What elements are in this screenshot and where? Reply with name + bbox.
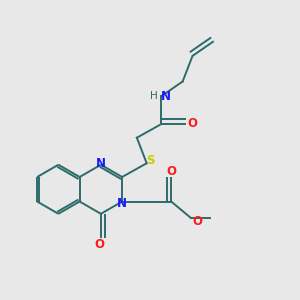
Text: O: O (94, 238, 104, 251)
Text: O: O (167, 165, 177, 178)
Text: H: H (150, 91, 158, 101)
Text: N: N (117, 197, 127, 210)
Text: S: S (146, 154, 155, 167)
Text: N: N (96, 157, 106, 169)
Text: O: O (192, 215, 203, 228)
Text: O: O (188, 118, 197, 130)
Text: N: N (161, 90, 171, 103)
